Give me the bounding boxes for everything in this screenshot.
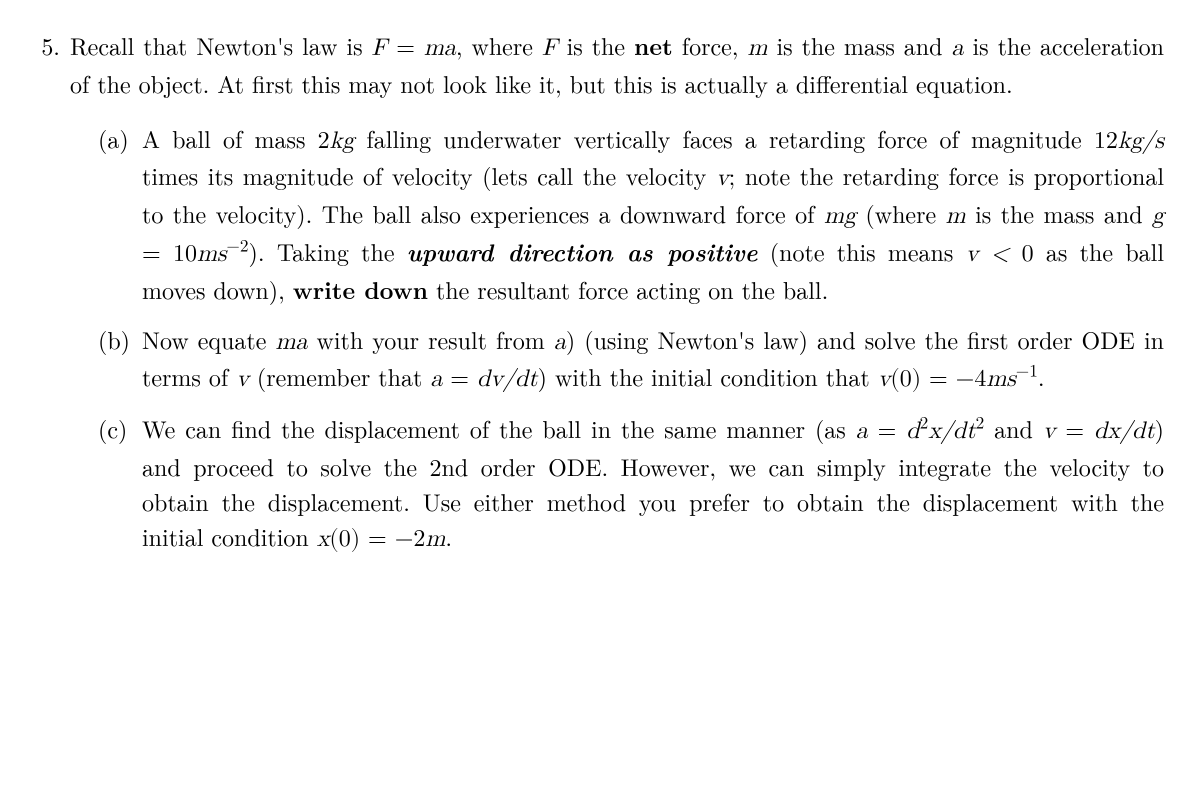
unit-kgs: kg/s: [1118, 129, 1164, 153]
problem-body: Recall that Newton's law is F = ma, wher…: [70, 28, 1164, 570]
subpart-c: (c) We can find the displacement of the …: [98, 411, 1164, 556]
math-v: v: [966, 242, 979, 266]
math-mg: mg: [824, 204, 856, 228]
math-v: v: [878, 367, 891, 391]
unit-ms: ms: [197, 242, 226, 266]
text: ). Taking the: [249, 234, 407, 268]
math-xdt: x/dt: [928, 419, 975, 443]
math-d: d: [906, 419, 919, 443]
exp-minus1: −1: [1016, 364, 1038, 381]
subpart-a: (a) A ball of mass 2kg falling underwate…: [98, 121, 1164, 308]
math-eq: =: [1055, 419, 1094, 443]
math-g: g: [1152, 204, 1164, 228]
text: the resultant force acting on the ball.: [428, 272, 828, 306]
problem-5: 5. Recall that Newton's law is F = ma, w…: [20, 28, 1164, 570]
math-m: m: [946, 204, 966, 228]
text: A ball of mass: [142, 121, 318, 155]
unit-ms: ms: [986, 367, 1015, 391]
exp-minus2: −2: [226, 238, 248, 255]
math-v: v: [1043, 419, 1056, 443]
subpart-c-label: (c): [98, 411, 142, 446]
text: We can find the displacement of the ball…: [142, 411, 856, 445]
subparts: (a) A ball of mass 2kg falling underwate…: [70, 121, 1164, 557]
text: (remember that: [249, 359, 430, 393]
math-lt: <: [978, 242, 1021, 266]
problem-intro: Recall that Newton's law is F = ma, wher…: [70, 28, 1164, 101]
math-12: 12: [1094, 129, 1118, 153]
math-eq10: = 10: [142, 242, 197, 266]
intro-text: is the mass and: [767, 28, 951, 62]
math-a: a: [951, 36, 963, 60]
math-m: m: [425, 527, 445, 551]
emph-upward: upward direction as positive: [407, 234, 758, 269]
text: with your result from: [307, 322, 553, 356]
math-eq: =: [868, 419, 907, 443]
math-v0eq: (0) = −4: [890, 367, 986, 391]
intro-text: , where: [456, 28, 542, 62]
math-eq: =: [387, 36, 424, 60]
intro-text: Recall that Newton's law is: [70, 28, 372, 62]
math-F: F: [372, 36, 388, 60]
subpart-c-body: We can find the displacement of the ball…: [142, 411, 1164, 556]
unit-kg: kg: [330, 129, 355, 153]
problem-number: 5.: [20, 28, 70, 63]
bold-writedown: write down: [293, 273, 428, 307]
exp-2: 2: [976, 416, 985, 433]
math-eq: =: [442, 367, 477, 391]
math-ma: ma: [424, 36, 456, 60]
math-2: 2: [318, 129, 330, 153]
text: .: [1038, 359, 1045, 393]
intro-text: is the: [558, 28, 634, 62]
bold-net: net: [634, 29, 673, 63]
math-dxdt: dx/dt: [1094, 419, 1155, 443]
math-dvdt: dv/dt: [477, 367, 538, 391]
math-v: v: [716, 166, 729, 190]
math-0: 0: [1022, 242, 1034, 266]
math-a: a: [430, 367, 442, 391]
text: times its magnitude of velocity (lets ca…: [142, 158, 716, 192]
subpart-b: (b) Now equate ma with your result from …: [98, 322, 1164, 398]
subpart-a-label: (a): [98, 121, 142, 156]
text: (where: [856, 196, 946, 230]
text: and: [984, 411, 1043, 445]
subpart-b-label: (b): [98, 322, 142, 357]
math-a: a: [856, 419, 868, 443]
math-x: x: [317, 527, 330, 551]
exp-2: 2: [920, 416, 929, 433]
intro-text: force,: [673, 28, 748, 62]
text: (note this means: [758, 234, 966, 268]
math-m: m: [747, 36, 767, 60]
text: ) with the initial condition that: [538, 359, 878, 393]
math-F: F: [542, 36, 558, 60]
text: .: [445, 519, 452, 553]
subpart-a-body: A ball of mass 2kg falling underwater ve…: [142, 121, 1164, 308]
math-v: v: [236, 367, 249, 391]
math-ma: ma: [275, 330, 307, 354]
text: Now equate: [142, 322, 275, 356]
math-x0eq: (0) = −2: [329, 527, 425, 551]
math-a: a: [554, 330, 566, 354]
text: falling underwater vertically faces a re…: [354, 121, 1094, 155]
subpart-b-body: Now equate ma with your result from a) (…: [142, 322, 1164, 398]
text: is the mass and: [966, 196, 1152, 230]
